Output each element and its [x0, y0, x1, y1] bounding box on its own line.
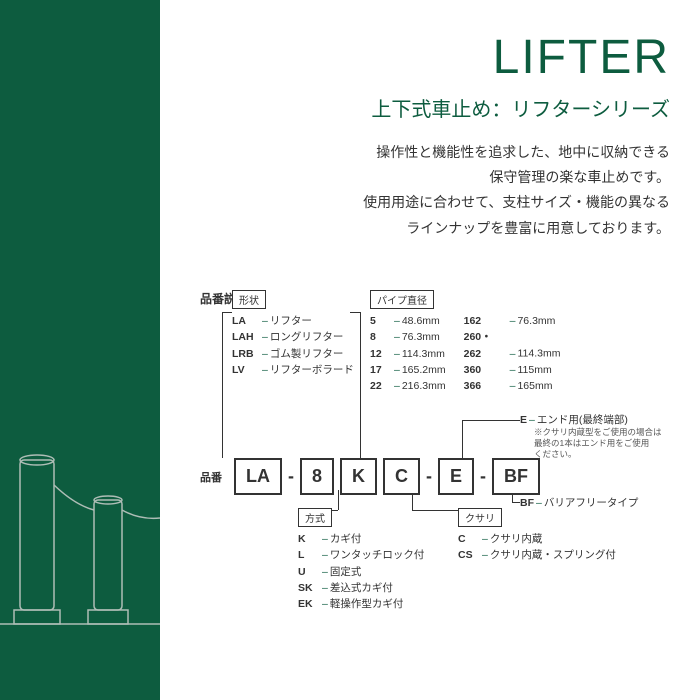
pipe-label: パイプ直径: [370, 290, 434, 309]
list-item: LAH–ロングリフター: [232, 329, 354, 345]
list-item: K–カギ付: [298, 531, 424, 547]
list-item: SK–差込式カギ付: [298, 580, 424, 596]
connector-line: [512, 502, 520, 503]
hinban-label: 品番: [200, 469, 222, 485]
end-section: E–エンド用(最終端部) ※クサリ内蔵型をご使用の場合は 最終の1本はエンド用を…: [520, 412, 662, 460]
list-item: 17–165.2mm: [370, 362, 446, 378]
sidebar: [0, 0, 160, 700]
end-code: E: [520, 414, 527, 426]
shape-section: 形状 LA–リフターLAH–ロングリフターLRB–ゴム製リフターLV–リフターボ…: [200, 290, 354, 378]
code-segment: C: [383, 458, 420, 495]
list-item: 12–114.3mm: [370, 346, 446, 362]
list-item: LRB–ゴム製リフター: [232, 346, 354, 362]
dash: -: [480, 466, 486, 487]
end-note-line: 最終の1本はエンド用をご使用: [534, 438, 662, 449]
code-segment: BF: [492, 458, 540, 495]
list-item: CS–クサリ内蔵・スプリング付: [458, 547, 616, 563]
list-item: U–固定式: [298, 564, 424, 580]
list-item: 5–48.6mm: [370, 313, 446, 329]
chain-label: クサリ: [458, 508, 502, 527]
description: 操作性と機能性を追求した、地中に収納できる 保守管理の楽な車止めです。 使用用途…: [363, 140, 670, 241]
page-subtitle: 上下式車止め：リフターシリーズ: [371, 93, 670, 122]
method-section: 方式 K–カギ付L–ワンタッチロック付U–固定式SK–差込式カギ付EK–軽操作型…: [298, 508, 424, 612]
list-item: 360–115mm: [464, 362, 561, 378]
pipe-section: パイプ直径 5–48.6mm8–76.3mm12–114.3mm17–165.2…: [348, 290, 668, 394]
example-code: 品番 LA - 8 K C - E - BF: [200, 458, 540, 495]
list-item: 8–76.3mm: [370, 329, 446, 345]
desc-line: 操作性と機能性を追求した、地中に収納できる: [363, 140, 670, 165]
desc-line: 使用用途に合わせて、支柱サイズ・機能の異なる: [363, 190, 670, 215]
list-item: 366–165mm: [464, 378, 561, 394]
end-note-line: ください。: [534, 449, 662, 460]
dash: -: [288, 466, 294, 487]
part-number-diagram: 品番説明 形状 LA–リフターLAH–ロングリフターLRB–ゴム製リフターLV–…: [200, 290, 670, 315]
connector-line: [490, 420, 520, 421]
list-item: C–クサリ内蔵: [458, 531, 616, 547]
code-segment: K: [340, 458, 377, 495]
desc-line: 保守管理の楽な車止めです。: [363, 165, 670, 190]
page-title: LIFTER: [371, 30, 670, 85]
code-segment: 8: [300, 458, 334, 495]
list-item: LV–リフターボラード: [232, 362, 354, 378]
shape-label: 形状: [232, 290, 266, 309]
desc-line: ラインナップを豊富に用意しております。: [363, 216, 670, 241]
list-item: LA–リフター: [232, 313, 354, 329]
bollard-illustration: [0, 430, 160, 650]
end-note-line: ※クサリ内蔵型をご使用の場合は: [534, 427, 662, 438]
code-segment: LA: [234, 458, 282, 495]
list-item: 260・262–114.3mm: [464, 329, 561, 362]
dash: -: [426, 466, 432, 487]
list-item: L–ワンタッチロック付: [298, 547, 424, 563]
list-item: EK–軽操作型カギ付: [298, 596, 424, 612]
end-desc: エンド用(最終端部): [537, 414, 628, 426]
list-item: 22–216.3mm: [370, 378, 446, 394]
method-label: 方式: [298, 508, 332, 527]
connector-line: [462, 420, 463, 458]
code-segment: E: [438, 458, 474, 495]
chain-section: クサリ C–クサリ内蔵CS–クサリ内蔵・スプリング付: [458, 508, 616, 564]
header: LIFTER 上下式車止め：リフターシリーズ: [371, 30, 670, 122]
connector-line: [462, 420, 490, 421]
list-item: 162–76.3mm: [464, 313, 561, 329]
